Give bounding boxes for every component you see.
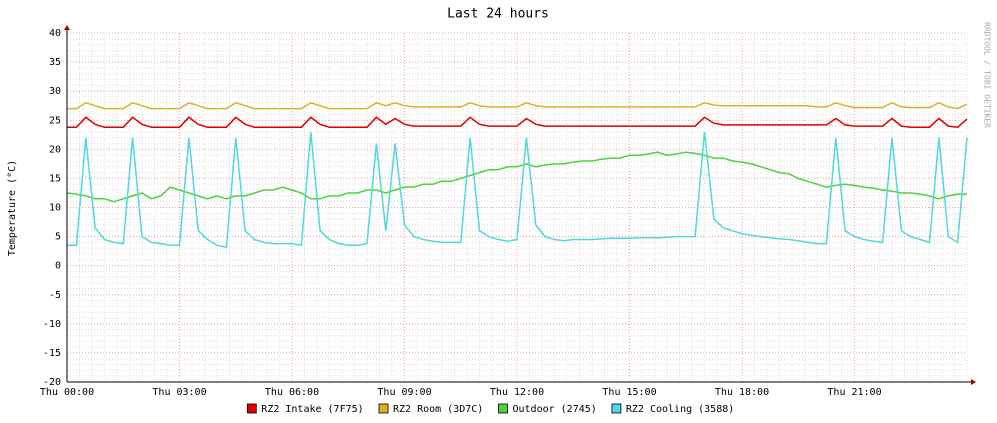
- x-tick-label: Thu 06:00: [265, 387, 319, 398]
- series-line: [67, 131, 968, 248]
- series-line: [67, 101, 968, 110]
- chart-title: Last 24 hours: [447, 7, 549, 22]
- x-tick-label: Thu 00:00: [40, 387, 94, 398]
- x-tick-label: Thu 21:00: [827, 387, 881, 398]
- watermark: RRDTOOL / TOBI OETIKER: [983, 22, 992, 128]
- legend-label: RZ2 Room (3D7C): [393, 404, 483, 415]
- legend-swatch: [246, 403, 257, 414]
- legend-swatch: [498, 403, 508, 414]
- legend-swatch: [378, 403, 389, 414]
- legend-swatch: [611, 403, 622, 414]
- x-tick-label: Thu 15:00: [602, 387, 656, 398]
- y-tick-label: 30: [49, 86, 61, 97]
- y-tick-label: 40: [49, 28, 61, 39]
- y-tick-label: 5: [55, 232, 61, 243]
- x-tick-label: Thu 18:00: [715, 387, 769, 398]
- axis-arrow: [971, 379, 976, 385]
- y-tick-label: 25: [49, 115, 61, 126]
- y-tick-label: 10: [49, 203, 61, 214]
- y-tick-label: -15: [43, 348, 61, 359]
- x-tick-label: Thu 09:00: [377, 387, 431, 398]
- series-line: [66, 151, 967, 203]
- y-tick-label: -5: [49, 290, 61, 301]
- x-tick-label: Thu 12:00: [490, 387, 544, 398]
- y-axis-label: Temperature (°C): [7, 160, 18, 256]
- legend-label: RZ2 Intake (7F75): [261, 404, 363, 415]
- x-tick-label: Thu 03:00: [152, 387, 206, 398]
- y-tick-label: 35: [49, 57, 61, 68]
- y-tick-label: 20: [49, 144, 61, 155]
- legend-label: RZ2 Cooling (3588): [626, 404, 734, 415]
- y-tick-label: 15: [49, 173, 61, 184]
- series-line: [67, 116, 968, 128]
- y-tick-label: -20: [43, 377, 61, 388]
- legend-label: Outdoor (2745): [513, 404, 597, 415]
- axis-arrow: [64, 25, 70, 30]
- y-tick-label: -10: [43, 319, 61, 330]
- y-tick-label: 0: [55, 261, 61, 272]
